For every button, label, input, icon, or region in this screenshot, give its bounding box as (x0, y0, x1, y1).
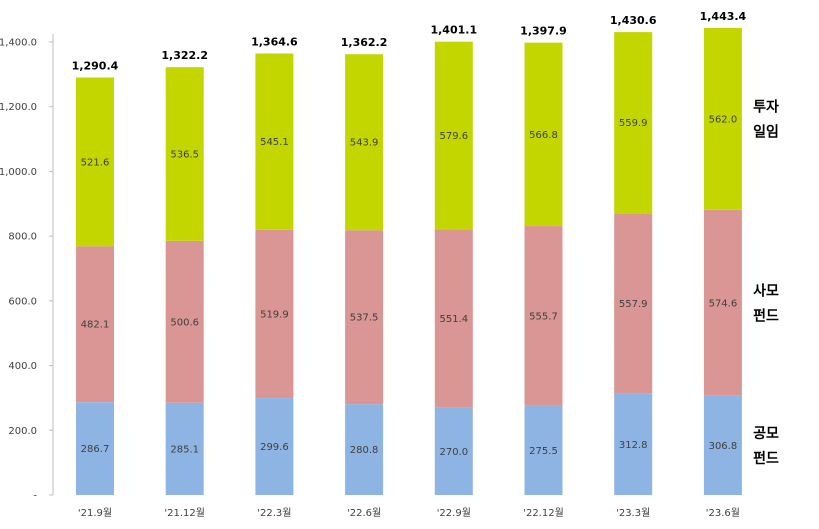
segment-value-label: 574.6 (709, 298, 738, 309)
segment-value-label: 521.6 (81, 157, 110, 168)
segment-value-label: 545.1 (260, 137, 289, 148)
segment-value-label: 270.0 (439, 447, 468, 458)
segment-value-label: 312.8 (619, 440, 648, 451)
bar-segment (434, 407, 473, 495)
bar-segment (165, 402, 204, 495)
segment-value-label: 500.6 (170, 317, 199, 328)
bars: 286.7 482.1 521.6 285.1 500.6 536.5 299.6 519.9… (76, 27, 742, 495)
x-tick-label: '22.9월 (437, 507, 471, 519)
x-tick-label: '22.6월 (347, 507, 381, 519)
y-tick-label: 1,200.0 (0, 102, 37, 113)
bar-segment (345, 54, 384, 231)
segment-value-label: 559.9 (619, 118, 648, 129)
bar-total-label: 1,322.2 (161, 49, 208, 62)
segment-value-label: 299.6 (260, 442, 289, 453)
bar-segment (524, 42, 563, 227)
x-tick-label: '22.3월 (257, 507, 291, 519)
segment-value-label: 551.4 (439, 314, 468, 325)
bar-segment (255, 53, 294, 230)
legend-entry-label: 일임 (753, 124, 779, 140)
x-tick-label: '23.6월 (706, 507, 740, 519)
bar-segment (76, 246, 114, 403)
bar-total-label: 1,362.2 (341, 36, 388, 49)
legend-entry-label: 투자 (753, 99, 779, 115)
y-tick-label: 600.0 (8, 296, 37, 307)
legend-entry-label: 사모 (753, 283, 779, 299)
bar-total-label: 1,430.6 (610, 14, 657, 27)
segment-value-label: 536.5 (170, 149, 199, 160)
bar-segment (165, 67, 204, 241)
total-labels: 1,290.4 1,322.2 1,364.6 1,362.2 1,401.1 1,397… (72, 10, 747, 73)
bar-segment (434, 41, 473, 230)
bar-total-label: 1,364.6 (251, 35, 298, 48)
segment-value-label: 562.0 (709, 114, 738, 125)
y-tick-label: - (33, 491, 37, 502)
segment-value-label: 537.5 (350, 313, 379, 324)
segment-value-label: 286.7 (81, 444, 110, 455)
segment-value-label: 285.1 (170, 444, 199, 455)
segment-value-label: 275.5 (529, 446, 558, 457)
bar-segment (614, 393, 653, 495)
x-tick-label: '22.12월 (523, 507, 564, 519)
bar-segment (76, 77, 114, 247)
bar-segment (524, 226, 563, 406)
bar-segment (614, 32, 653, 214)
bar-total-label: 1,443.4 (700, 10, 747, 23)
y-tick-label: 1,000.0 (0, 167, 37, 178)
legend-entry-label: 펀드 (753, 308, 779, 324)
segment-value-label: 482.1 (81, 320, 110, 331)
y-axis: - 200.0 400.0 600.0 800.0 1,000.0 1,200.0 1,400… (0, 34, 54, 502)
bar-segment (165, 240, 204, 403)
y-tick-label: 400.0 (8, 361, 37, 372)
segment-value-label: 543.9 (350, 138, 379, 149)
bar-total-label: 1,397.9 (520, 25, 567, 38)
bar-segment (703, 395, 742, 495)
segment-value-label: 555.7 (529, 311, 558, 322)
bar-total-label: 1,401.1 (430, 24, 477, 37)
bar-segment (434, 229, 473, 408)
bar-total-label: 1,290.4 (72, 59, 119, 72)
bar-segment (345, 230, 384, 405)
y-tick-label: 200.0 (8, 426, 37, 437)
x-tick-label: '21.12월 (164, 507, 205, 519)
segment-value-label: 579.6 (439, 131, 468, 142)
bar-segment (345, 404, 384, 495)
segment-value-label: 519.9 (260, 309, 289, 320)
bar-segment (703, 209, 742, 396)
x-tick-label: '23.3월 (616, 507, 650, 519)
segment-value-label: 557.9 (619, 299, 648, 310)
segment-value-label: 306.8 (709, 441, 738, 452)
x-tick-label: '21.9월 (78, 507, 112, 519)
bar-segment (524, 405, 563, 495)
bar-segment (614, 213, 653, 394)
y-tick-label: 1,400.0 (0, 38, 37, 49)
y-tick-label: 800.0 (8, 232, 37, 243)
segment-value-label: 566.8 (529, 130, 558, 141)
bar-segment (76, 402, 114, 495)
legend-entry-label: 공모 (753, 426, 779, 442)
bar-segment (255, 398, 294, 495)
x-axis: '21.9월 '21.12월 '22.3월 '22.6월 '22.9월 '22.12월 '2… (78, 507, 740, 519)
bar-segment (255, 229, 294, 399)
legend-entry-label: 펀드 (753, 451, 779, 467)
bar-segment (703, 27, 742, 210)
segment-value-label: 280.8 (350, 445, 379, 456)
